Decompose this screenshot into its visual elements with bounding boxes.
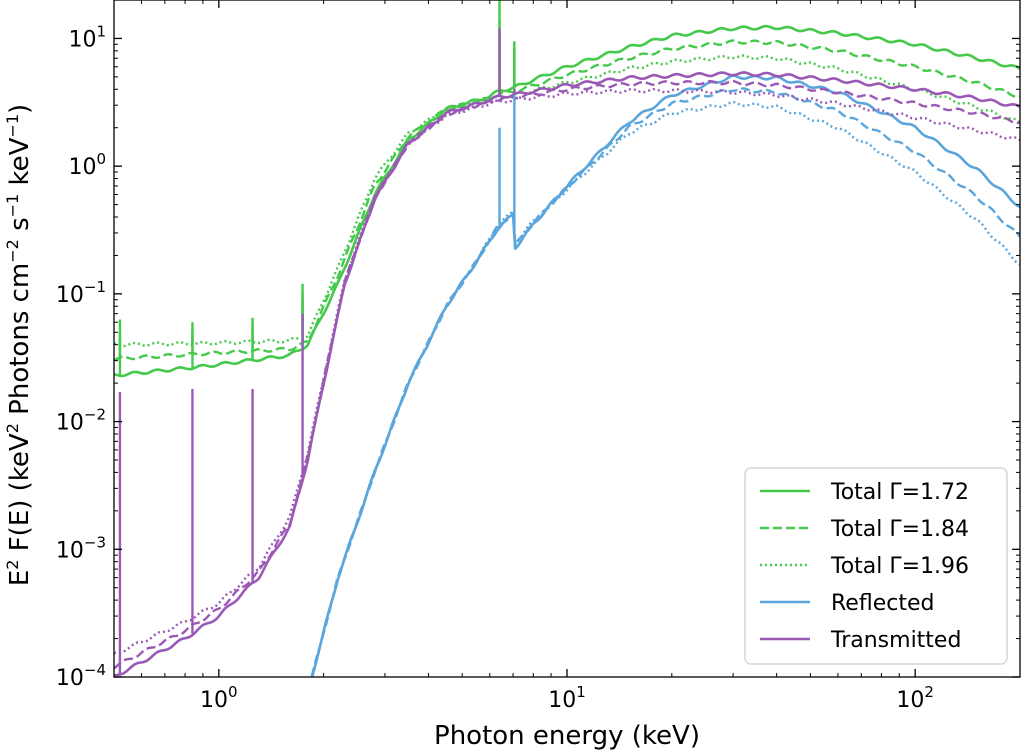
legend-frame xyxy=(744,467,1008,665)
y-tick-label: 10−1 xyxy=(56,278,106,308)
y-tick-label: 10−2 xyxy=(56,406,106,436)
legend-label-reflected: Reflected xyxy=(831,591,934,616)
series-line-total-gamma-1-72 xyxy=(114,24,1020,378)
y-tick-label: 10−4 xyxy=(56,661,106,691)
series-line-transmitted-gamma-1-96 xyxy=(114,87,1020,655)
legend-label-transmitted: Transmitted xyxy=(830,628,961,653)
axis-ticks: 100 101 102 10−4 10−3 10−2 10−1 100 101 xyxy=(56,0,1020,713)
series-line-total-gamma-1-84 xyxy=(114,39,1020,362)
legend-label-total-gamma-1-84: Total Γ=1.84 xyxy=(830,517,969,542)
legend-label-total-gamma-1-72: Total Γ=1.72 xyxy=(830,480,969,505)
series-line-reflected-gamma-1-96 xyxy=(310,100,1020,677)
x-axis-title: Photon energy (keV) xyxy=(434,721,700,751)
y-tick-label: 10−3 xyxy=(56,533,106,563)
series-line-transmitted-gamma-1-84 xyxy=(114,80,1020,670)
y-tick-label: 100 xyxy=(68,150,106,180)
plot-area xyxy=(114,0,1020,677)
x-tick-label: 100 xyxy=(200,683,238,713)
x-tick-label: 102 xyxy=(896,683,934,713)
y-tick-label: 101 xyxy=(68,22,106,52)
legend-label-total-gamma-1-96: Total Γ=1.96 xyxy=(830,554,969,579)
x-tick-label: 101 xyxy=(548,683,586,713)
legend: Total Γ=1.72 Total Γ=1.84 Total Γ=1.96 Refl… xyxy=(744,467,1008,665)
y-axis-title: E2 F(E) (keV2 Photons cm−2 s−1 keV−1) xyxy=(3,104,35,586)
